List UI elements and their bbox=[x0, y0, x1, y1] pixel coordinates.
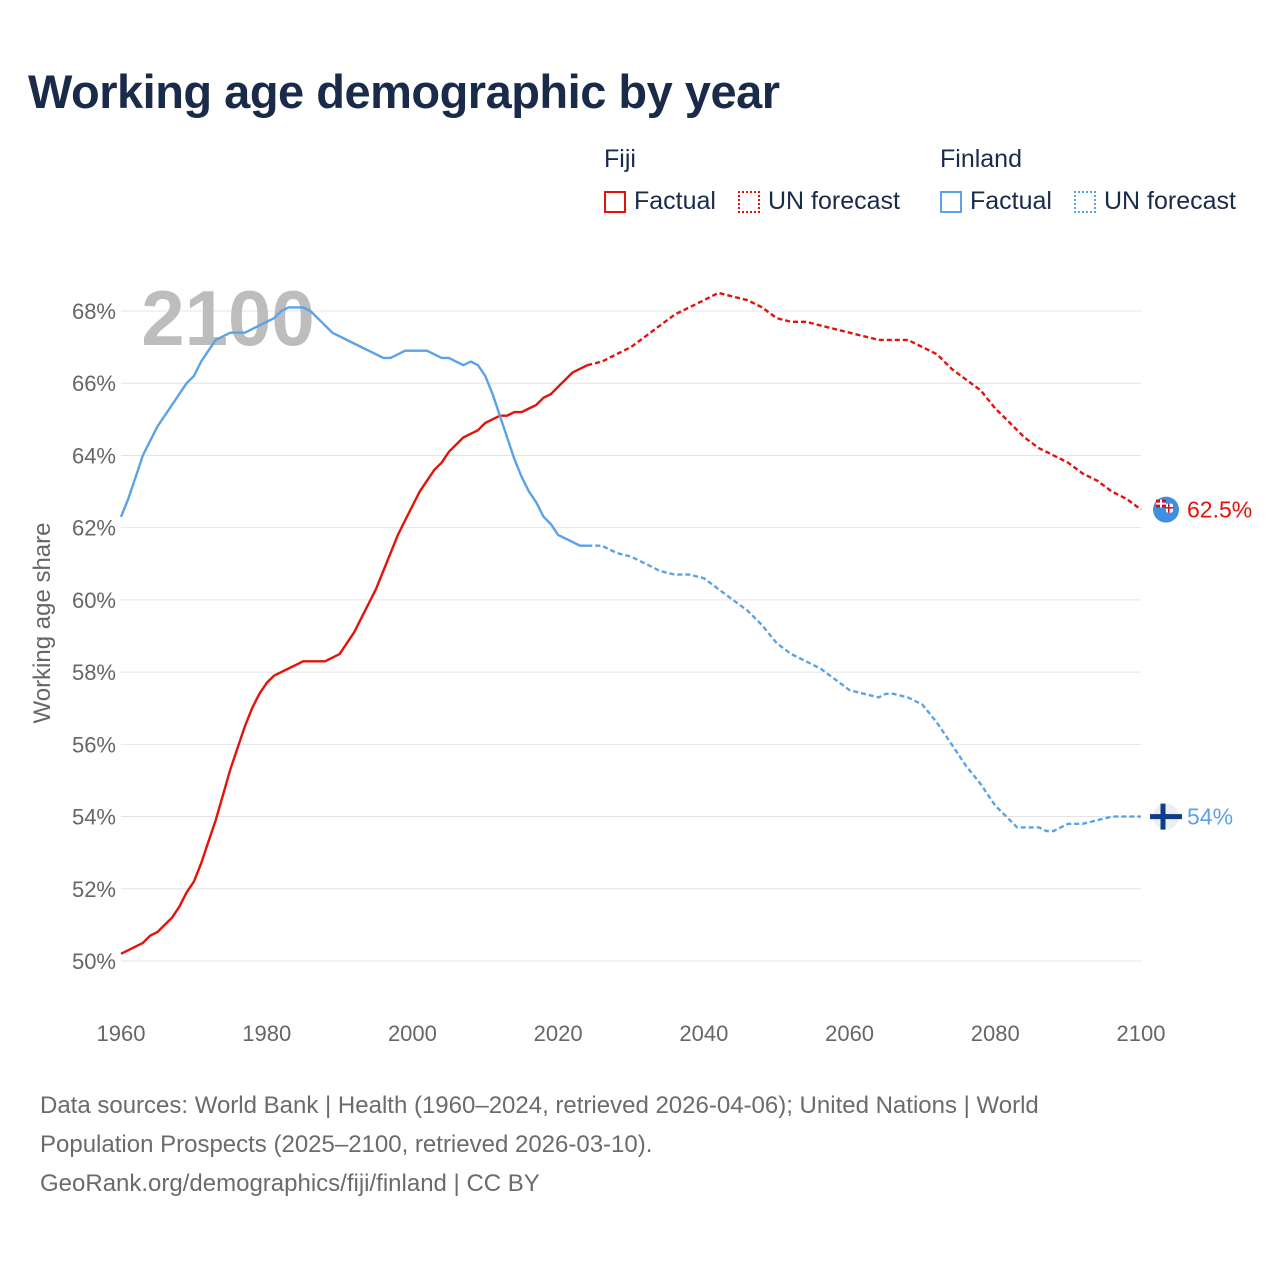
fiji-flag-icon[interactable] bbox=[1153, 496, 1179, 523]
x-tick-label: 2080 bbox=[971, 1021, 1020, 1046]
end-label-finland: 54% bbox=[1187, 804, 1233, 830]
x-tick-label: 2100 bbox=[1117, 1021, 1166, 1046]
end-markers bbox=[1150, 496, 1182, 830]
y-axis-ticks: 50% 52% 54% 56% 58% 60% 62% 64% 66% 68% bbox=[72, 299, 116, 974]
legend-swatch-fiji-forecast bbox=[738, 190, 760, 213]
legend-swatch-fiji-factual bbox=[604, 190, 626, 213]
legend-item-finland-factual[interactable]: Factual bbox=[940, 187, 1052, 216]
x-tick-label: 2040 bbox=[679, 1021, 728, 1046]
y-tick-label: 54% bbox=[72, 805, 116, 830]
line-chart: 2100 50% 52% 54% 56% 58% 60% 62% 64% 66% 68% 1960… bbox=[29, 274, 1252, 1046]
legend-label-fiji-forecast: UN forecast bbox=[768, 187, 900, 215]
series-line-fiji-factual[interactable] bbox=[120, 364, 588, 955]
series-line-finland-factual[interactable] bbox=[119, 306, 588, 547]
source-note: Data sources: World Bank | Health (1960–… bbox=[40, 1086, 1220, 1203]
legend-label-finland-factual: Factual bbox=[970, 187, 1052, 215]
x-tick-label: 2000 bbox=[388, 1021, 437, 1046]
end-label-fiji: 62.5% bbox=[1187, 497, 1252, 523]
legend-label-fiji-factual: Factual bbox=[634, 187, 716, 215]
x-tick-label: 1980 bbox=[242, 1021, 291, 1046]
legend-swatch-finland-factual bbox=[940, 190, 962, 213]
y-tick-label: 60% bbox=[72, 588, 116, 613]
y-tick-label: 50% bbox=[72, 949, 116, 974]
legend-group-fiji: Fiji bbox=[604, 145, 636, 173]
y-tick-label: 58% bbox=[72, 660, 116, 685]
legend-item-finland-forecast[interactable]: UN forecast bbox=[1074, 187, 1236, 216]
legend-item-fiji-forecast[interactable]: UN forecast bbox=[738, 187, 900, 216]
y-tick-label: 56% bbox=[72, 732, 116, 757]
series-line-finland-forecast[interactable] bbox=[587, 544, 1141, 833]
legend-swatch-finland-forecast bbox=[1074, 190, 1096, 213]
gridlines bbox=[121, 310, 1141, 962]
y-axis-label: Working age share bbox=[29, 523, 56, 724]
year-watermark: 2100 bbox=[141, 274, 315, 362]
y-tick-label: 64% bbox=[72, 443, 116, 468]
x-tick-label: 2020 bbox=[534, 1021, 583, 1046]
legend-item-fiji-factual[interactable]: Factual bbox=[604, 187, 716, 216]
y-tick-label: 62% bbox=[72, 516, 116, 541]
source-line-1: Data sources: World Bank | Health (1960–… bbox=[40, 1092, 1039, 1119]
x-tick-label: 2060 bbox=[825, 1021, 874, 1046]
x-axis-ticks: 1960 1980 2000 2020 2040 2060 2080 2100 bbox=[97, 1021, 1166, 1046]
legend-label-finland-forecast: UN forecast bbox=[1104, 187, 1236, 215]
chart-title: Working age demographic by year bbox=[28, 65, 780, 118]
source-line-3[interactable]: GeoRank.org/demographics/fiji/finland | … bbox=[40, 1170, 540, 1197]
y-tick-label: 68% bbox=[72, 299, 116, 324]
legend-group-finland: Finland bbox=[940, 145, 1022, 173]
series-line-fiji-forecast[interactable] bbox=[587, 291, 1142, 511]
y-tick-label: 52% bbox=[72, 877, 116, 902]
x-tick-label: 1960 bbox=[97, 1021, 146, 1046]
y-tick-label: 66% bbox=[72, 371, 116, 396]
source-line-2: Population Prospects (2025–2100, retriev… bbox=[40, 1131, 653, 1158]
end-labels: 62.5% 54% bbox=[1187, 497, 1252, 830]
finland-flag-icon[interactable] bbox=[1150, 803, 1182, 830]
series-lines bbox=[119, 291, 1142, 955]
